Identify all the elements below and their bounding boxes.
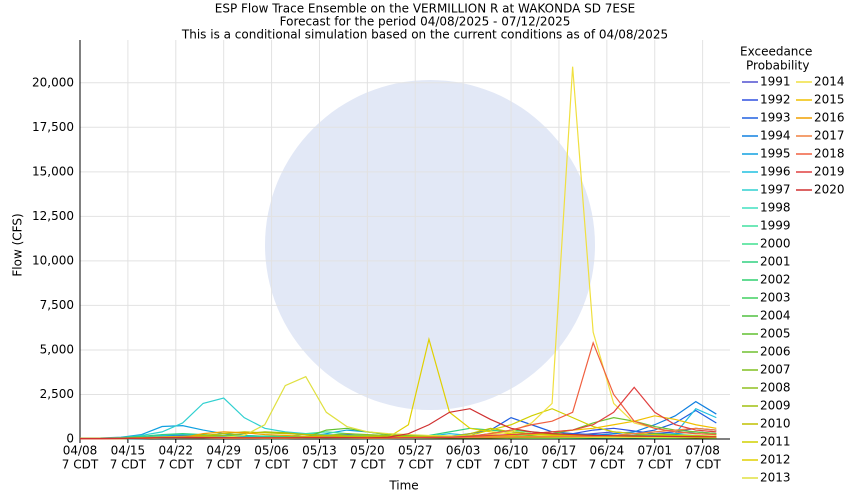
- legend-label: 1991: [760, 75, 791, 89]
- x-tick-label: 04/15: [111, 444, 146, 458]
- x-tick-label: 05/27: [398, 444, 433, 458]
- x-tick-label: 06/17: [542, 444, 577, 458]
- legend-label: 2015: [814, 93, 845, 107]
- legend-label: 2013: [760, 471, 791, 485]
- x-tick-label: 04/22: [158, 444, 193, 458]
- legend-label: 2019: [814, 165, 845, 179]
- x-tick-label: 06/03: [446, 444, 481, 458]
- x-tick-sublabel: 7 CDT: [589, 458, 626, 472]
- legend-label: 2018: [814, 147, 845, 161]
- y-tick-label: 12,500: [32, 209, 74, 223]
- x-tick-sublabel: 7 CDT: [158, 458, 195, 472]
- legend-label: 2010: [760, 417, 791, 431]
- x-tick-label: 06/24: [590, 444, 625, 458]
- legend-label: 2009: [760, 399, 791, 413]
- legend-label: 1994: [760, 129, 791, 143]
- legend-label: 1997: [760, 183, 791, 197]
- series-line: [80, 408, 717, 440]
- x-tick-label: 05/20: [350, 444, 385, 458]
- y-tick-label: 20,000: [32, 75, 74, 89]
- y-tick-label: 2,500: [40, 387, 74, 401]
- legend-title: Probability: [746, 59, 809, 73]
- legend-label: 2011: [760, 435, 791, 449]
- x-tick-label: 04/29: [206, 444, 241, 458]
- legend-label: 2001: [760, 255, 791, 269]
- x-tick-label: 05/13: [302, 444, 337, 458]
- x-tick-label: 07/08: [685, 444, 720, 458]
- legend-label: 1996: [760, 165, 791, 179]
- legend-label: 2016: [814, 111, 845, 125]
- legend-label: 1992: [760, 93, 791, 107]
- legend-label: 2002: [760, 273, 791, 287]
- legend-label: 2020: [814, 183, 845, 197]
- x-tick-label: 04/08: [63, 444, 98, 458]
- y-tick-label: 7,500: [40, 298, 74, 312]
- y-tick-label: 0: [66, 432, 74, 446]
- x-tick-label: 06/10: [494, 444, 529, 458]
- y-tick-label: 15,000: [32, 164, 74, 178]
- legend-label: 1999: [760, 219, 791, 233]
- y-tick-label: 17,500: [32, 120, 74, 134]
- legend-label: 2004: [760, 309, 791, 323]
- chart-subtitle: Forecast for the period 04/08/2025 - 07/…: [280, 15, 571, 29]
- x-tick-label: 05/06: [254, 444, 289, 458]
- chart-subtitle: This is a conditional simulation based o…: [181, 28, 668, 42]
- x-tick-sublabel: 7 CDT: [301, 458, 338, 472]
- x-tick-sublabel: 7 CDT: [445, 458, 482, 472]
- x-tick-sublabel: 7 CDT: [349, 458, 386, 472]
- legend-label: 2003: [760, 291, 791, 305]
- legend-title: Exceedance: [740, 45, 812, 59]
- x-tick-sublabel: 7 CDT: [493, 458, 530, 472]
- legend-label: 2012: [760, 453, 791, 467]
- watermark: [265, 80, 595, 410]
- x-tick-sublabel: 7 CDT: [637, 458, 674, 472]
- x-tick-sublabel: 7 CDT: [253, 458, 290, 472]
- legend-label: 1993: [760, 111, 791, 125]
- legend-label: 2005: [760, 327, 791, 341]
- legend-label: 1998: [760, 201, 791, 215]
- x-tick-sublabel: 7 CDT: [62, 458, 99, 472]
- y-axis-label: Flow (CFS): [11, 213, 25, 276]
- legend-label: 1995: [760, 147, 791, 161]
- legend-label: 2008: [760, 381, 791, 395]
- x-tick-sublabel: 7 CDT: [110, 458, 147, 472]
- legend-label: 2017: [814, 129, 845, 143]
- legend-label: 2000: [760, 237, 791, 251]
- x-tick-sublabel: 7 CDT: [684, 458, 721, 472]
- legend-label: 2006: [760, 345, 791, 359]
- chart-title: ESP Flow Trace Ensemble on the VERMILLIO…: [215, 2, 635, 16]
- legend-label: 2014: [814, 75, 845, 89]
- y-tick-label: 5,000: [40, 342, 74, 356]
- y-tick-label: 10,000: [32, 253, 74, 267]
- x-tick-label: 07/01: [637, 444, 672, 458]
- x-tick-sublabel: 7 CDT: [205, 458, 242, 472]
- legend-label: 2007: [760, 363, 791, 377]
- x-axis-label: Time: [388, 479, 418, 493]
- x-tick-sublabel: 7 CDT: [397, 458, 434, 472]
- x-tick-sublabel: 7 CDT: [541, 458, 578, 472]
